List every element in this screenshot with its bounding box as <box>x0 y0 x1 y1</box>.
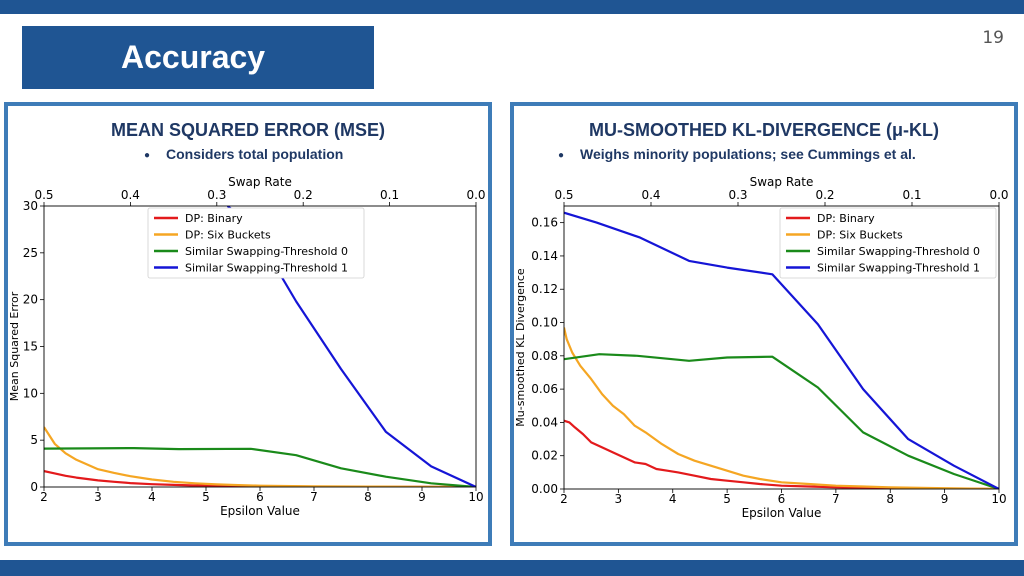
kl-panel: MU-SMOOTHED KL-DIVERGENCE (μ-KL) ● Weighs… <box>510 102 1018 546</box>
legend-box <box>147 207 365 279</box>
kl-bullet: ● Weighs minority populations; see Cummin… <box>558 146 916 162</box>
y-tick-label: 0.10 <box>531 316 558 330</box>
series-line-4 <box>564 211 999 489</box>
legend-label-3: Similar Swapping-Threshold 0 <box>185 245 348 258</box>
legend-label-4: Similar Swapping-Threshold 1 <box>817 262 980 275</box>
x2-tick-label: 0.5 <box>554 188 573 202</box>
series-line-2 <box>44 426 476 487</box>
x-tick-label: 10 <box>991 492 1006 506</box>
kl-heading: MU-SMOOTHED KL-DIVERGENCE (μ-KL) <box>589 120 939 140</box>
x-tick-label: 9 <box>418 490 426 504</box>
x2-tick-label: 0.0 <box>989 188 1008 202</box>
x-tick-label: 8 <box>364 490 372 504</box>
y-tick-label: 0.12 <box>531 282 558 296</box>
x2-tick-label: 0.1 <box>902 188 921 202</box>
mse-bullet-text: Considers total population <box>166 146 344 162</box>
series-line-3 <box>44 447 476 487</box>
x-tick-label: 9 <box>941 492 949 506</box>
page-number: 19 <box>982 28 1004 48</box>
mse-bullet: ● Considers total population <box>144 146 343 162</box>
x-tick-label: 7 <box>832 492 840 506</box>
x-tick-label: 8 <box>886 492 894 506</box>
y-tick-label: 0 <box>30 480 38 494</box>
top-banner <box>0 0 1024 14</box>
y-tick-label: 0.06 <box>531 382 558 396</box>
legend-label-1: DP: Binary <box>185 212 243 225</box>
x2-tick-label: 0.2 <box>815 188 834 202</box>
x2-tick-label: 0.4 <box>641 188 660 202</box>
y-tick-label: 0.14 <box>531 249 558 263</box>
y-tick-label: 25 <box>23 246 38 260</box>
x2-tick-label: 0.4 <box>121 188 140 202</box>
x-tick-label: 6 <box>256 490 264 504</box>
x-tick-label: 10 <box>468 490 483 504</box>
x-tick-label: 6 <box>778 492 786 506</box>
mse-panel: MEAN SQUARED ERROR (MSE) ● Considers tota… <box>4 102 492 546</box>
kl-bullet-text: Weighs minority populations; see Cumming… <box>580 146 916 162</box>
series-line-2 <box>564 327 999 489</box>
x-axis-label: Epsilon Value <box>220 504 300 518</box>
x-tick-label: 2 <box>560 492 568 506</box>
x-tick-label: 4 <box>669 492 677 506</box>
y-tick-label: 15 <box>23 340 38 354</box>
y-tick-label: 20 <box>23 293 38 307</box>
y-tick-label: 0.04 <box>531 415 558 429</box>
y-tick-label: 0.02 <box>531 449 558 463</box>
legend-label-1: DP: Binary <box>817 212 875 225</box>
bottom-banner <box>0 560 1024 576</box>
x-tick-label: 5 <box>723 492 731 506</box>
x-tick-label: 3 <box>615 492 623 506</box>
y-tick-label: 30 <box>23 199 38 213</box>
x2-tick-label: 0.1 <box>380 188 399 202</box>
y-tick-label: 0.16 <box>531 216 558 230</box>
x-tick-label: 4 <box>148 490 156 504</box>
y-tick-label: 10 <box>23 386 38 400</box>
x-tick-label: 3 <box>94 490 102 504</box>
x-tick-label: 5 <box>202 490 210 504</box>
x2-axis-label: Swap Rate <box>228 175 292 189</box>
x2-tick-label: 0.3 <box>728 188 747 202</box>
x2-axis-label: Swap Rate <box>750 175 814 189</box>
y-axis-label: Mean Squared Error <box>8 291 21 401</box>
y-tick-label: 0.00 <box>531 482 558 496</box>
x-tick-label: 7 <box>310 490 318 504</box>
title-banner: Accuracy <box>22 26 374 89</box>
x-axis-label: Epsilon Value <box>742 506 822 520</box>
x2-tick-label: 0.3 <box>207 188 226 202</box>
legend-box <box>779 207 997 279</box>
y-axis-label: Mu-smoothed KL Divergence <box>514 268 527 427</box>
x-tick-label: 2 <box>40 490 48 504</box>
legend-label-2: DP: Six Buckets <box>185 229 271 242</box>
page-title: Accuracy <box>121 39 266 75</box>
series-line-1 <box>564 419 999 489</box>
y-tick-label: 0.08 <box>531 349 558 363</box>
series-line-3 <box>564 353 999 489</box>
legend-label-4: Similar Swapping-Threshold 1 <box>185 262 348 275</box>
x2-tick-label: 0.2 <box>294 188 313 202</box>
legend-label-2: DP: Six Buckets <box>817 229 903 242</box>
bullet-icon: ● <box>144 149 151 161</box>
legend-label-3: Similar Swapping-Threshold 0 <box>817 245 980 258</box>
x2-tick-label: 0.5 <box>34 188 53 202</box>
y-tick-label: 5 <box>30 433 38 447</box>
x2-tick-label: 0.0 <box>466 188 485 202</box>
mse-heading: MEAN SQUARED ERROR (MSE) <box>110 120 385 140</box>
bullet-icon: ● <box>558 149 565 161</box>
